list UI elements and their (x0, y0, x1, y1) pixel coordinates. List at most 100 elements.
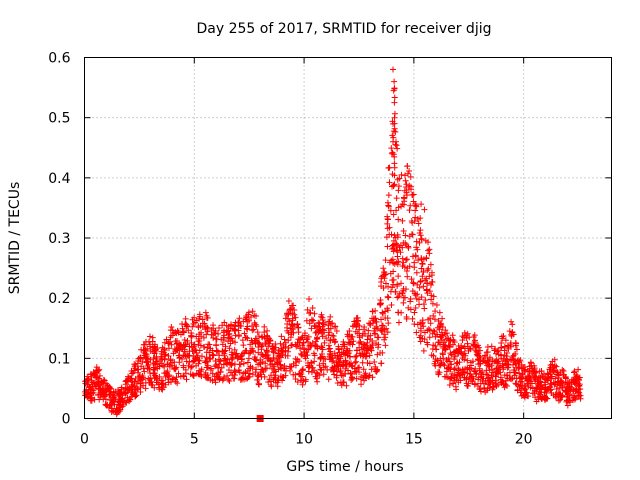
data-point (386, 179, 393, 186)
data-point (184, 337, 191, 344)
x-tick-label: 10 (295, 432, 313, 448)
data-point (207, 356, 214, 363)
data-point (403, 314, 410, 321)
data-point (433, 301, 440, 308)
data-point (112, 396, 119, 403)
data-point (494, 348, 501, 355)
data-point (310, 317, 317, 324)
data-point (564, 390, 571, 397)
data-point (400, 299, 407, 306)
data-point (183, 376, 190, 383)
data-point (430, 293, 437, 300)
data-point (417, 227, 424, 234)
data-point (390, 211, 397, 218)
data-point (517, 389, 524, 396)
data-point (277, 354, 284, 361)
data-point (511, 372, 518, 379)
data-point (507, 375, 514, 382)
data-point (395, 293, 402, 300)
data-point (224, 372, 231, 379)
data-point (181, 337, 188, 344)
data-point (379, 349, 386, 356)
data-point (439, 315, 446, 322)
data-point (369, 320, 376, 327)
data-point (263, 347, 270, 354)
data-point (517, 357, 524, 364)
data-point (196, 357, 203, 364)
data-point (413, 329, 420, 336)
data-point (200, 344, 207, 351)
data-point (140, 382, 147, 389)
data-point (326, 329, 333, 336)
data-point (196, 337, 203, 344)
data-point (459, 337, 466, 344)
data-point (152, 343, 159, 350)
ticks-layer (84, 57, 612, 419)
data-point (406, 207, 413, 214)
data-point (403, 268, 410, 275)
data-point (222, 343, 229, 350)
data-point (390, 281, 397, 288)
data-point (302, 352, 309, 359)
data-point (299, 381, 306, 388)
data-point (489, 379, 496, 386)
data-point (82, 380, 89, 387)
data-point (557, 396, 564, 403)
data-point (473, 348, 480, 355)
data-point (428, 272, 435, 279)
data-point (150, 355, 157, 362)
data-point (410, 191, 417, 198)
data-point (544, 370, 551, 377)
data-point (218, 364, 225, 371)
data-point (259, 342, 266, 349)
data-point (384, 329, 391, 336)
data-point (413, 244, 420, 251)
data-point (175, 370, 182, 377)
data-point (88, 397, 95, 404)
data-point (197, 342, 204, 349)
data-point (395, 216, 402, 223)
data-point (379, 309, 386, 316)
data-point (382, 257, 389, 264)
data-point (420, 323, 427, 330)
data-point (426, 334, 433, 341)
data-point (380, 265, 387, 272)
data-point (165, 340, 172, 347)
data-point (426, 327, 433, 334)
data-point (402, 240, 409, 247)
data-point (277, 364, 284, 371)
x-tick-labels: 0 5 10 15 20 (80, 432, 533, 448)
data-point (213, 341, 220, 348)
data-point (380, 272, 387, 279)
data-point (413, 269, 420, 276)
data-point (493, 377, 500, 384)
data-point (184, 322, 191, 329)
data-point (471, 337, 478, 344)
data-point (557, 391, 564, 398)
data-point (206, 349, 213, 356)
data-point (553, 363, 560, 370)
data-point (248, 314, 254, 321)
data-point (469, 378, 476, 385)
data-point (392, 288, 399, 295)
data-point (140, 346, 147, 353)
data-point (392, 141, 399, 148)
data-point (396, 175, 403, 182)
data-point (306, 296, 313, 303)
data-point (286, 318, 293, 325)
data-point (391, 160, 398, 167)
data-point (390, 268, 397, 275)
data-point (451, 356, 458, 363)
data-point (352, 368, 359, 375)
data-point (279, 351, 286, 358)
data-point (235, 331, 242, 338)
data-point (266, 340, 273, 347)
data-point (284, 352, 291, 359)
data-point (228, 321, 235, 328)
data-point (331, 339, 338, 346)
data-point (211, 330, 218, 337)
data-point (108, 385, 115, 392)
data-point (146, 333, 153, 340)
data-point (278, 333, 285, 340)
data-point (321, 339, 328, 346)
